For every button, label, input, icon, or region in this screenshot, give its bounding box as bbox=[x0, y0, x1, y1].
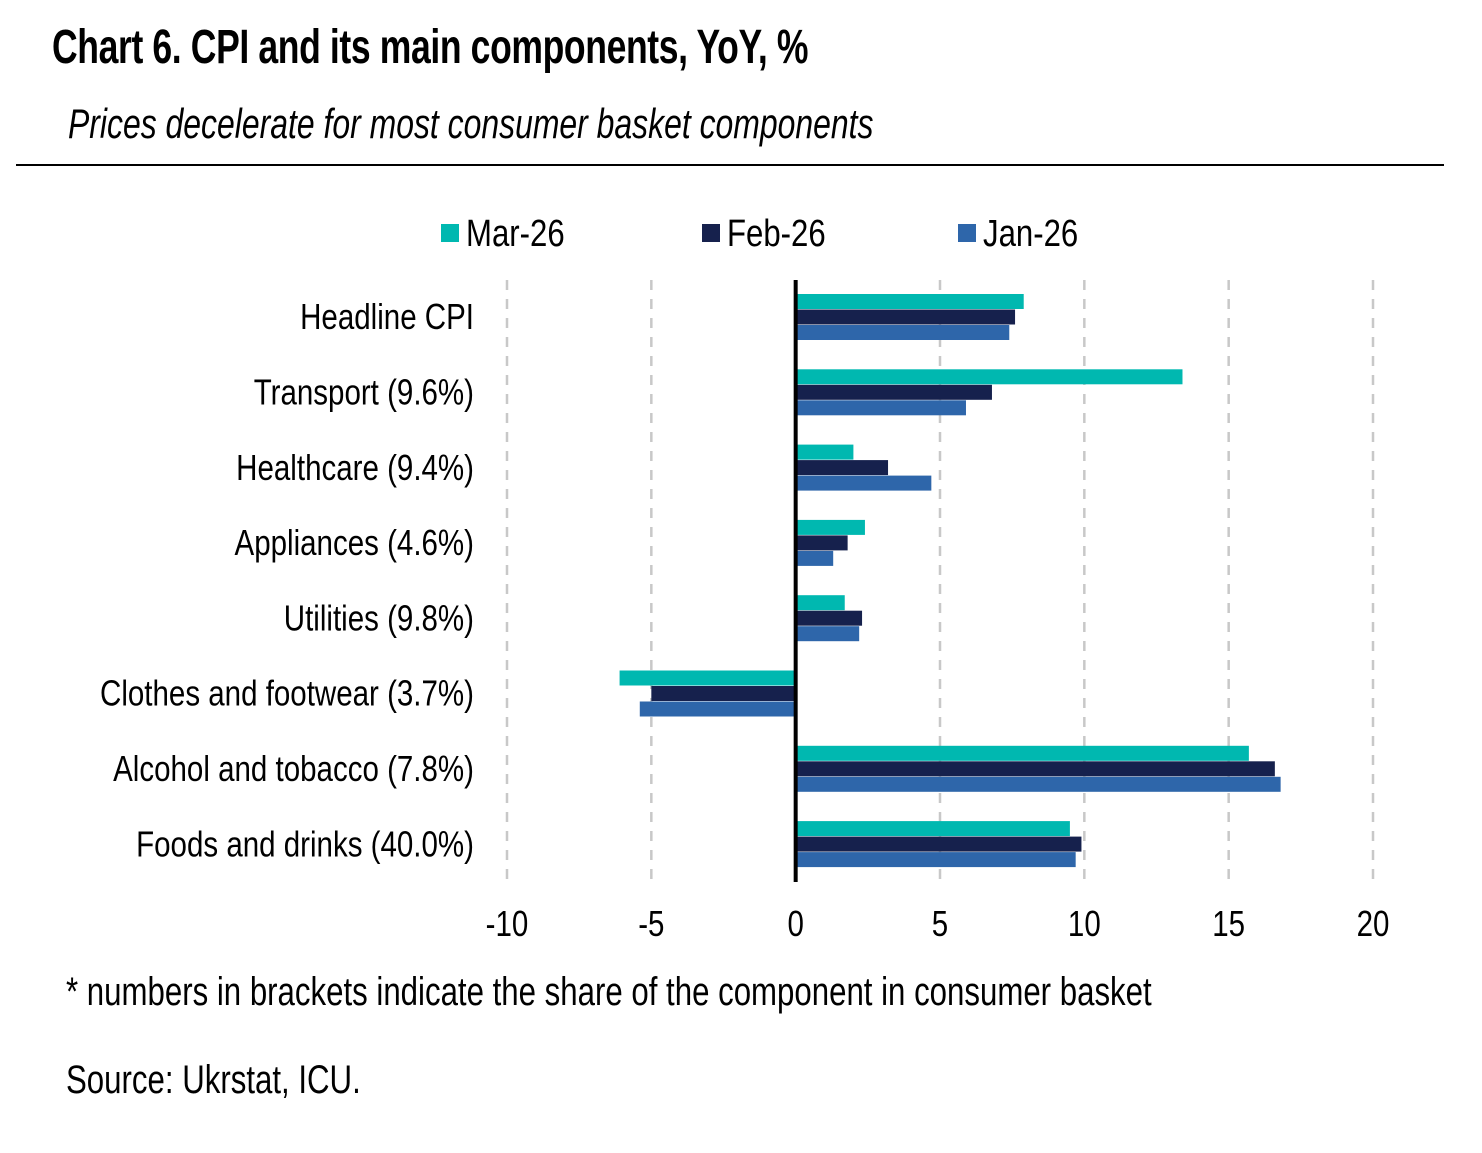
chart-title: Chart 6. CPI and its main components, Yo… bbox=[52, 21, 809, 74]
bars bbox=[619, 294, 1281, 868]
bar-feb-26 bbox=[795, 761, 1275, 777]
source-note: Source: Ukrstat, ICU. bbox=[66, 1058, 361, 1102]
legend-label: Feb-26 bbox=[727, 213, 826, 255]
x-tick-label: 20 bbox=[1357, 903, 1390, 943]
legend-label: Mar-26 bbox=[466, 213, 565, 255]
legend-swatch bbox=[702, 224, 720, 242]
category-label: Utilities (9.8%) bbox=[284, 598, 474, 638]
bar-mar-26 bbox=[795, 294, 1024, 309]
bar-feb-26 bbox=[795, 309, 1016, 325]
bar-jan-26 bbox=[639, 701, 796, 717]
legend-swatch bbox=[441, 224, 459, 242]
category-labels: Headline CPI Transport (9.6%) Healthcare (… bbox=[100, 296, 474, 864]
chart-subtitle: Prices decelerate for most consumer bask… bbox=[68, 100, 874, 147]
bar-mar-26 bbox=[795, 369, 1183, 385]
bar-mar-26 bbox=[795, 595, 845, 611]
legend-item: Feb-26 bbox=[702, 213, 826, 255]
category-label: Healthcare (9.4%) bbox=[236, 447, 474, 487]
bar-jan-26 bbox=[795, 776, 1281, 792]
x-tick-labels: -10 -5 0 5 10 15 20 bbox=[486, 903, 1390, 943]
bar-feb-26 bbox=[795, 535, 848, 551]
bar-mar-26 bbox=[795, 821, 1070, 837]
legend-item: Mar-26 bbox=[441, 213, 565, 255]
bar-jan-26 bbox=[795, 550, 834, 566]
category-label: Headline CPI bbox=[300, 296, 474, 336]
bar-jan-26 bbox=[795, 325, 1010, 340]
x-tick-label: 0 bbox=[787, 903, 803, 943]
bar-mar-26 bbox=[795, 745, 1249, 761]
bar-jan-26 bbox=[795, 400, 966, 416]
legend-label: Jan-26 bbox=[983, 213, 1078, 255]
bar-mar-26 bbox=[619, 670, 796, 686]
bar-jan-26 bbox=[795, 475, 932, 491]
x-tick-label: -5 bbox=[638, 903, 664, 943]
x-tick-label: 10 bbox=[1068, 903, 1101, 943]
bar-mar-26 bbox=[795, 519, 865, 535]
legend-swatch bbox=[958, 224, 976, 242]
bar-feb-26 bbox=[795, 610, 863, 626]
category-label: Appliances (4.6%) bbox=[235, 522, 474, 562]
bar-feb-26 bbox=[795, 384, 992, 400]
category-label: Transport (9.6%) bbox=[254, 372, 474, 412]
category-label: Alcohol and tobacco (7.8%) bbox=[113, 748, 474, 788]
legend: Mar-26 Feb-26 Jan-26 bbox=[441, 213, 1078, 255]
bar-mar-26 bbox=[795, 444, 854, 460]
x-tick-label: -10 bbox=[486, 903, 529, 943]
x-tick-label: 15 bbox=[1212, 903, 1245, 943]
legend-item: Jan-26 bbox=[958, 213, 1078, 255]
category-label: Foods and drinks (40.0%) bbox=[136, 824, 474, 864]
bar-feb-26 bbox=[795, 460, 889, 476]
bar-feb-26 bbox=[651, 686, 796, 701]
category-label: Clothes and footwear (3.7%) bbox=[100, 673, 474, 713]
bar-feb-26 bbox=[795, 836, 1082, 852]
bar-jan-26 bbox=[795, 626, 860, 642]
title-divider bbox=[16, 164, 1444, 166]
bar-jan-26 bbox=[795, 852, 1076, 868]
x-tick-label: 5 bbox=[932, 903, 948, 943]
footnote: * numbers in brackets indicate the share… bbox=[66, 970, 1152, 1014]
